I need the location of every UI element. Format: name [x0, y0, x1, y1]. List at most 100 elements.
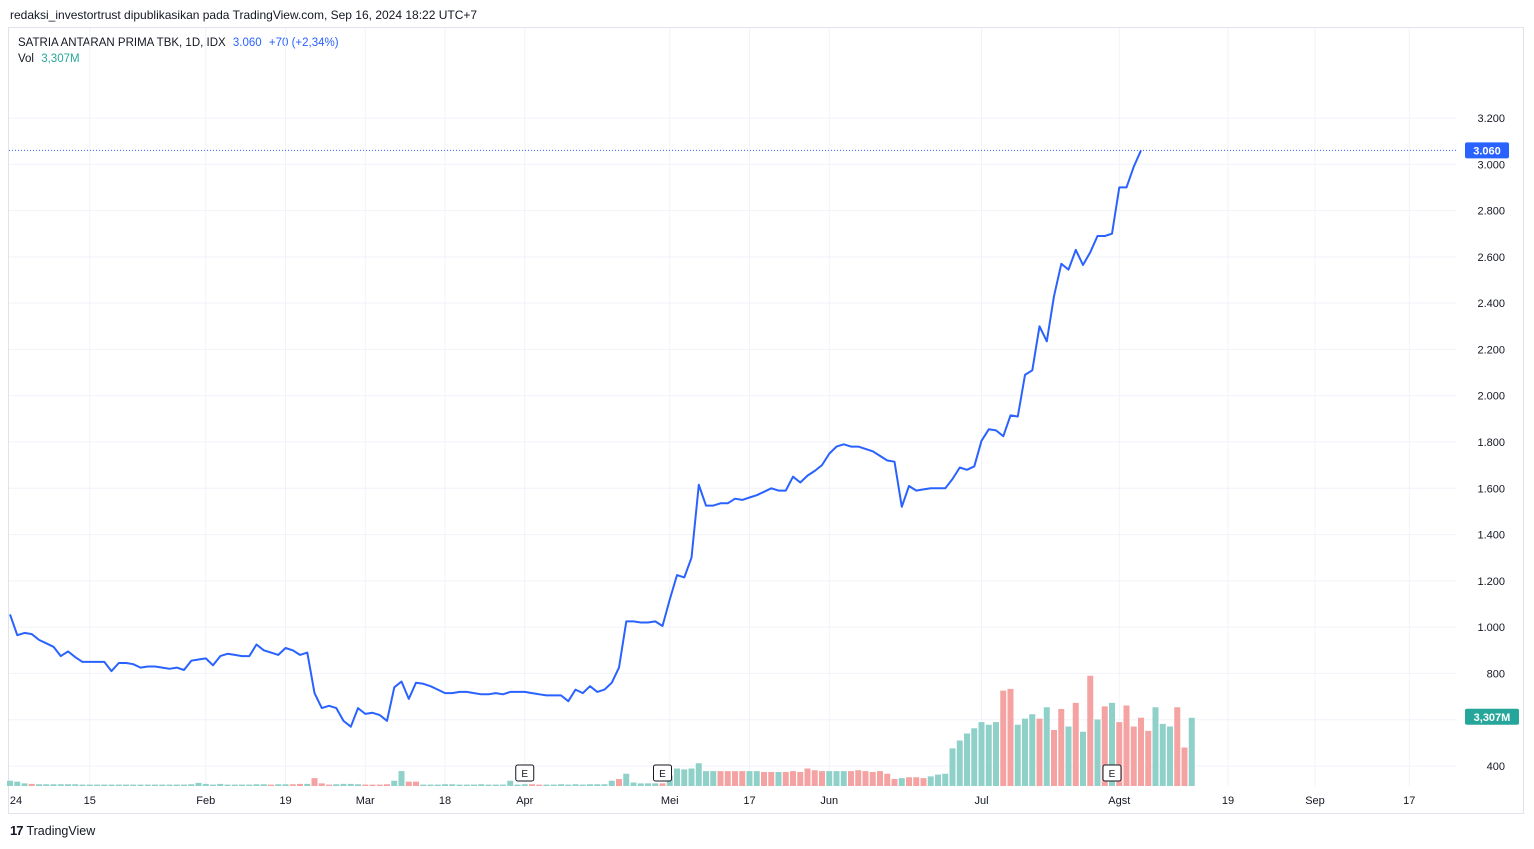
volume-bar: [1174, 707, 1181, 786]
volume-bar: [536, 784, 543, 786]
volume-bar: [347, 783, 354, 786]
volume-bar: [717, 771, 724, 786]
volume-bar: [543, 784, 550, 786]
volume-bar: [558, 784, 564, 786]
volume-bar: [616, 779, 622, 786]
volume-bar: [391, 780, 398, 786]
volume-bar: [384, 784, 390, 786]
event-box: [653, 764, 672, 782]
last-price-badge-label: 3.060: [1473, 145, 1501, 157]
volume-bar: [463, 784, 470, 786]
volume-bar: [956, 740, 963, 786]
volume-bar: [521, 784, 528, 786]
volume-bar: [608, 780, 615, 786]
x-tick-label: Feb: [196, 795, 215, 807]
brand-name: TradingView: [26, 823, 96, 838]
volume-bar: [514, 784, 521, 786]
volume-bar: [1138, 717, 1144, 786]
volume-bar: [57, 784, 64, 786]
volume-value: 3,307M: [41, 53, 80, 65]
volume-bar: [985, 724, 992, 786]
volume-bar: [72, 784, 79, 786]
earnings-event-icon[interactable]: E: [515, 764, 535, 782]
y-tick-label: 1.400: [1477, 530, 1505, 542]
event-box: [1102, 764, 1122, 782]
y-tick-label: 2.600: [1477, 252, 1505, 264]
volume-bar: [862, 771, 869, 786]
volume-bar: [210, 784, 216, 786]
volume-bar: [601, 784, 608, 786]
footer: 17 TradingView: [10, 823, 95, 838]
volume-bar: [891, 779, 898, 786]
volume-bar: [434, 784, 441, 786]
volume-bar: [101, 784, 108, 786]
volume-bar: [1007, 688, 1014, 786]
volume-bar: [1094, 719, 1101, 786]
volume-bar: [1014, 724, 1021, 786]
volume-bar: [674, 768, 680, 786]
volume-bar: [768, 772, 775, 786]
volume-bar: [333, 784, 340, 786]
volume-label: Vol: [18, 53, 34, 65]
volume-bar: [507, 780, 514, 786]
volume-bar: [1152, 707, 1159, 786]
last-volume-badge: [1465, 708, 1519, 725]
volume-bar: [877, 771, 883, 786]
volume-bar: [688, 768, 695, 786]
y-tick-label: 3.000: [1477, 159, 1505, 171]
volume-bar: [935, 774, 941, 786]
volume-bar: [906, 777, 912, 786]
volume-bar: [637, 783, 644, 786]
volume-bar: [275, 784, 282, 786]
volume-bar: [94, 784, 100, 786]
price-change: +70 (+2,34%): [268, 37, 339, 49]
price-line: [9, 149, 1142, 728]
earnings-event-icon[interactable]: E: [1102, 764, 1122, 782]
volume-bar: [398, 771, 405, 786]
volume-bar: [942, 773, 949, 786]
x-tick-label: 24: [10, 795, 22, 807]
volume-bar: [50, 784, 57, 786]
volume-bar: [746, 771, 753, 786]
volume-bar: [1029, 714, 1036, 786]
volume-bar: [695, 763, 702, 786]
volume-bar: [413, 781, 419, 786]
volume-bar: [790, 771, 796, 786]
volume-bar: [166, 784, 173, 786]
volume-bar: [326, 784, 332, 786]
volume-bar: [181, 784, 187, 786]
volume-bar: [920, 778, 927, 786]
volume-bar: [811, 770, 818, 786]
volume-bar: [442, 784, 448, 786]
volume-bar: [137, 784, 144, 786]
volume-bar: [840, 771, 847, 786]
volume-bar: [449, 784, 456, 786]
earnings-event-icon[interactable]: E: [653, 764, 672, 782]
volume-bar: [1123, 705, 1130, 786]
volume-bar: [420, 784, 427, 786]
volume-bar: [681, 769, 688, 786]
volume-bar: [761, 772, 767, 786]
volume-bar: [587, 784, 593, 786]
volume-bar: [28, 783, 35, 786]
event-label: E: [1109, 769, 1116, 780]
event-box: [515, 764, 535, 782]
volume-bar: [630, 782, 637, 786]
x-tick-label: Jun: [820, 795, 838, 807]
volume-bar: [21, 783, 28, 786]
volume-bar: [79, 784, 86, 786]
event-label: E: [659, 769, 666, 780]
volume-bar: [1167, 726, 1173, 786]
volume-bar: [253, 784, 260, 786]
volume-bar: [819, 771, 825, 786]
volume-bar: [173, 784, 180, 786]
x-tick-label: 18: [439, 795, 451, 807]
volume-bars: [7, 675, 1195, 786]
volume-bar: [304, 783, 311, 786]
x-tick-label: Mar: [356, 795, 375, 807]
volume-bar: [355, 784, 361, 786]
x-tick-label: 19: [1222, 795, 1234, 807]
volume-bar: [572, 784, 579, 786]
